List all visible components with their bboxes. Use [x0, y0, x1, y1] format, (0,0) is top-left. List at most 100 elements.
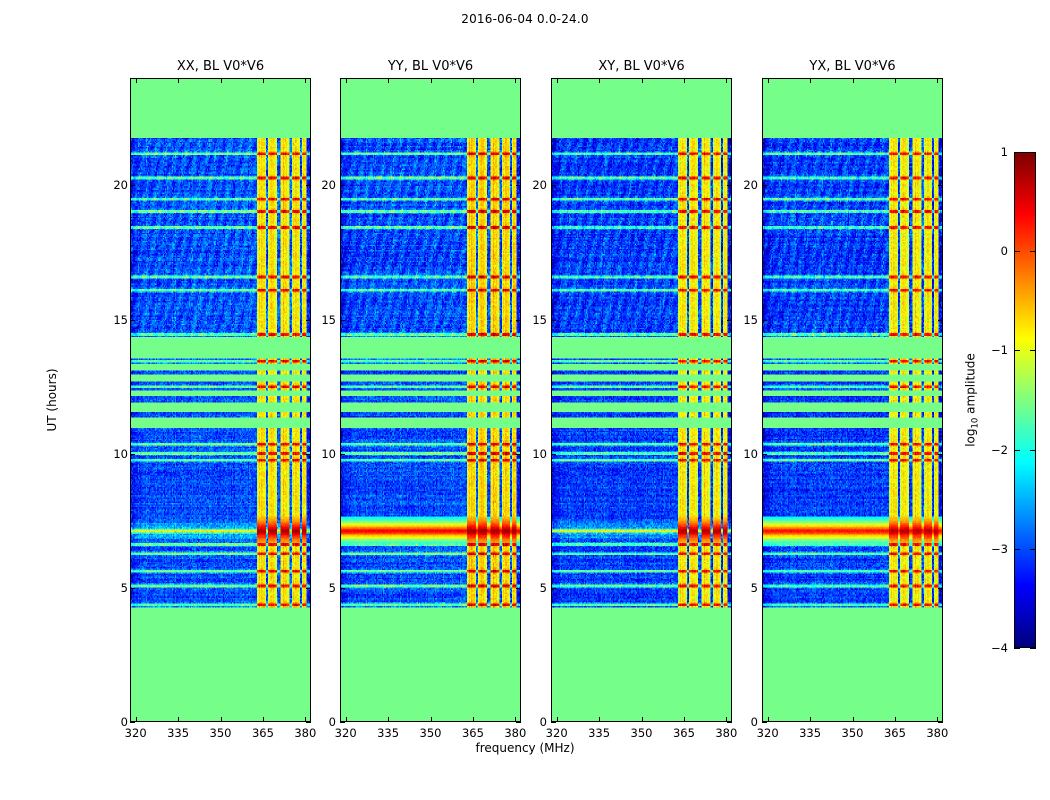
y-tickmark-p1-10: [340, 453, 345, 455]
x-tickmark-p3-365: [894, 717, 896, 722]
colorbar-tickmark-0: [1014, 648, 1020, 649]
x-tick-label-p2-335: 335: [588, 726, 611, 740]
y-tick-label-10: 10: [113, 446, 128, 461]
y-tickmark-right-p2-15: [727, 319, 732, 321]
y-tickmark-right-p1-10: [516, 453, 521, 455]
y-tickmark-p0-20: [130, 185, 135, 187]
x-tickmark-top-p2-320: [556, 78, 558, 83]
waterfall-panel-xy: [551, 78, 732, 722]
x-tickmark-p3-380: [937, 717, 939, 722]
y-tickmark-right-p3-5: [938, 587, 943, 589]
y-tickmark-right-p1-0: [516, 722, 521, 723]
y-tickmark-right-p0-10: [306, 453, 311, 455]
x-tick-label-p2-365: 365: [672, 726, 695, 740]
x-tickmark-top-p1-350: [430, 78, 432, 83]
y-tick-label-0: 0: [120, 715, 128, 729]
x-tickmark-p0-320: [135, 717, 137, 722]
x-tick-label-p3-365: 365: [883, 726, 906, 740]
x-tickmark-top-p0-365: [262, 78, 264, 83]
x-tickmark-p0-380: [305, 717, 307, 722]
y-tickmark-right-p2-10: [727, 453, 732, 455]
x-tickmark-top-p1-380: [515, 78, 517, 83]
y-tick-label-p2-15: 15: [532, 312, 547, 327]
x-tickmark-p2-350: [641, 717, 643, 722]
y-tick-label-p2-0: 0: [539, 715, 547, 729]
panel-title-yx: YX, BL V0*V6: [809, 59, 896, 74]
y-tick-label-p1-5: 5: [328, 580, 336, 595]
y-tickmark-right-p1-5: [516, 587, 521, 589]
y-tick-label-15: 15: [113, 312, 128, 327]
x-tickmark-p0-350: [220, 717, 222, 722]
heatmap-image-xy: [552, 79, 731, 721]
y-tickmark-right-p0-0: [306, 722, 311, 723]
x-tick-label-p3-380: 380: [926, 726, 949, 740]
colorbar-tickmark-right-0: [1030, 648, 1036, 649]
x-tickmark-top-p3-320: [767, 78, 769, 83]
x-tickmark-top-p1-335: [388, 78, 390, 83]
x-tickmark-p0-365: [262, 717, 264, 722]
y-tickmark-p3-0: [762, 722, 767, 723]
y-tickmark-right-p1-15: [516, 319, 521, 321]
x-tick-label-p3-335: 335: [799, 726, 822, 740]
y-tickmark-p0-10: [130, 453, 135, 455]
x-tickmark-p0-335: [178, 717, 180, 722]
x-tickmark-p1-335: [388, 717, 390, 722]
colorbar-tick-label-3: −1: [991, 343, 1008, 358]
x-tickmark-top-p2-335: [599, 78, 601, 83]
x-tick-label-p2-320: 320: [545, 726, 568, 740]
x-tickmark-top-p3-380: [937, 78, 939, 83]
x-tickmark-top-p2-350: [641, 78, 643, 83]
y-tickmark-p0-5: [130, 587, 135, 589]
y-tickmark-right-p3-0: [938, 722, 943, 723]
y-tickmark-p0-0: [130, 722, 135, 723]
colorbar: [1014, 152, 1036, 648]
x-tickmark-p2-335: [599, 717, 601, 722]
x-tickmark-top-p1-365: [472, 78, 474, 83]
y-tickmark-p2-10: [551, 453, 556, 455]
y-tick-label-p2-5: 5: [539, 580, 547, 595]
y-tickmark-right-p1-20: [516, 185, 521, 187]
panel-title-yy: YY, BL V0*V6: [387, 59, 474, 74]
y-tick-label-p1-20: 20: [321, 178, 336, 193]
y-tickmark-right-p3-20: [938, 185, 943, 187]
y-tickmark-p2-0: [551, 722, 556, 723]
y-tickmark-right-p0-20: [306, 185, 311, 187]
x-tick-label-p0-380: 380: [294, 726, 317, 740]
x-tickmark-p3-335: [810, 717, 812, 722]
y-tickmark-p2-20: [551, 185, 556, 187]
x-tickmark-p3-320: [767, 717, 769, 722]
colorbar-label-main: log: [963, 428, 978, 447]
y-tick-label-p1-0: 0: [328, 715, 336, 729]
colorbar-tick-label-4: 0: [1000, 244, 1008, 259]
y-tickmark-p3-10: [762, 453, 767, 455]
y-tickmark-p2-15: [551, 319, 556, 321]
y-tick-label-p2-10: 10: [532, 446, 547, 461]
y-tickmark-right-p2-0: [727, 722, 732, 723]
x-tickmark-p1-380: [515, 717, 517, 722]
y-tickmark-p3-20: [762, 185, 767, 187]
y-tickmark-p3-5: [762, 587, 767, 589]
colorbar-tickmark-3: [1014, 350, 1020, 352]
y-tickmark-right-p0-5: [306, 587, 311, 589]
y-tickmark-right-p0-15: [306, 319, 311, 321]
x-tick-label-p1-380: 380: [504, 726, 527, 740]
heatmap-image-xx: [131, 79, 310, 721]
colorbar-tickmark-right-1: [1030, 548, 1036, 550]
x-tickmark-top-p0-380: [305, 78, 307, 83]
x-tick-label-p0-350: 350: [209, 726, 232, 740]
waterfall-panel-yy: [340, 78, 521, 722]
y-tickmark-right-p3-10: [938, 453, 943, 455]
y-tickmark-right-p3-15: [938, 319, 943, 321]
y-tick-label-20: 20: [113, 178, 128, 193]
panel-title-xy: XY, BL V0*V6: [598, 59, 685, 74]
x-tick-label-p1-365: 365: [461, 726, 484, 740]
x-tickmark-top-p2-365: [683, 78, 685, 83]
colorbar-tickmark-4: [1014, 251, 1020, 253]
x-tick-label-p0-320: 320: [124, 726, 147, 740]
colorbar-tickmark-right-4: [1030, 251, 1036, 253]
colorbar-tickmark-right-2: [1030, 449, 1036, 451]
y-tick-label-p2-20: 20: [532, 178, 547, 193]
y-tick-label-p3-5: 5: [750, 580, 758, 595]
x-tickmark-top-p0-320: [135, 78, 137, 83]
y-tick-label-p3-10: 10: [743, 446, 758, 461]
